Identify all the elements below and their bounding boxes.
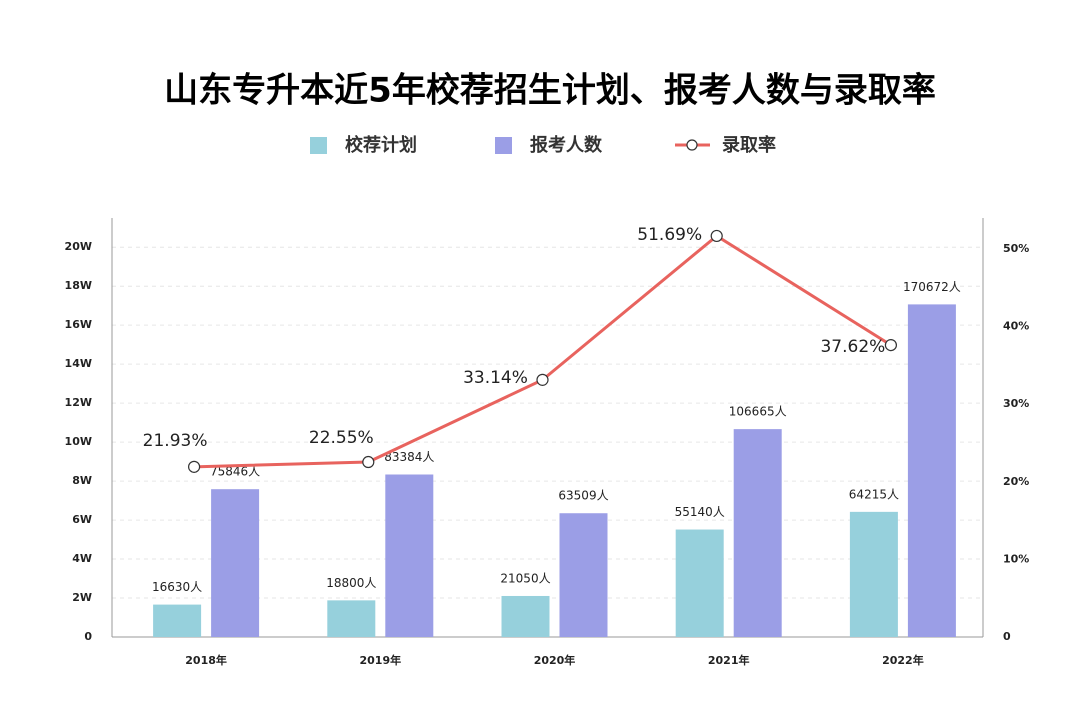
x-tick-label: 2018年	[185, 653, 227, 667]
line-point	[536, 373, 549, 386]
data-label: 75846人	[210, 465, 260, 479]
y2-tick-label: 40%	[1003, 320, 1029, 333]
data-label: 170672人	[903, 280, 961, 294]
line-point	[362, 455, 375, 469]
y-tick-label: 14W	[65, 357, 92, 370]
legend-marker	[686, 139, 698, 151]
legend-label: 录取率	[722, 134, 776, 156]
data-label: 37.62%	[820, 337, 885, 357]
bar	[211, 489, 260, 637]
x-tick-label: 2022年	[882, 653, 924, 667]
y-tick-label: 4W	[72, 552, 92, 565]
x-tick-label: 2020年	[534, 653, 576, 667]
bar	[385, 474, 434, 637]
bar	[153, 604, 202, 637]
line-point	[884, 338, 898, 352]
y-tick-label: 2W	[72, 591, 92, 604]
data-label: 55140人	[675, 505, 725, 519]
line-point	[710, 229, 723, 243]
bar	[907, 304, 956, 637]
legend-swatch	[310, 137, 327, 154]
legend-swatch	[495, 137, 512, 154]
bar	[675, 529, 724, 637]
line-point	[188, 460, 201, 473]
x-tick-label: 2019年	[359, 653, 401, 667]
data-label: 33.14%	[463, 368, 528, 388]
y-tick-label: 6W	[72, 513, 92, 526]
y-tick-label: 12W	[65, 396, 92, 409]
legend-label: 报考人数	[530, 134, 603, 156]
bar	[849, 511, 898, 637]
y-tick-label: 0	[84, 630, 92, 643]
bar	[733, 429, 782, 637]
data-label: 83384人	[384, 450, 434, 464]
bar	[501, 595, 550, 637]
y2-tick-label: 50%	[1003, 242, 1029, 255]
data-label: 63509人	[558, 489, 608, 503]
data-label: 21050人	[500, 571, 550, 585]
legend-label: 校荐计划	[345, 134, 417, 156]
y-tick-label: 16W	[65, 318, 92, 331]
data-label: 21.93%	[143, 431, 208, 451]
data-label: 16630人	[152, 580, 202, 594]
data-label: 64215人	[849, 487, 899, 501]
data-label: 22.55%	[309, 428, 374, 448]
bar	[327, 600, 376, 637]
x-tick-label: 2021年	[708, 653, 750, 667]
y2-tick-label: 0	[1003, 630, 1011, 643]
y2-tick-label: 10%	[1003, 552, 1029, 565]
y-tick-label: 20W	[65, 240, 92, 253]
y-tick-label: 18W	[65, 279, 92, 292]
y2-tick-label: 30%	[1003, 397, 1029, 410]
bar	[559, 513, 608, 637]
data-label: 18800人	[326, 576, 376, 590]
chart-title: 山东专升本近5年校荐招生计划、报考人数与录取率	[164, 71, 936, 111]
y-tick-label: 10W	[65, 435, 92, 448]
data-label: 51.69%	[637, 225, 702, 245]
y2-tick-label: 20%	[1003, 475, 1029, 488]
data-label: 106665人	[729, 405, 787, 419]
y-tick-label: 8W	[72, 474, 92, 487]
